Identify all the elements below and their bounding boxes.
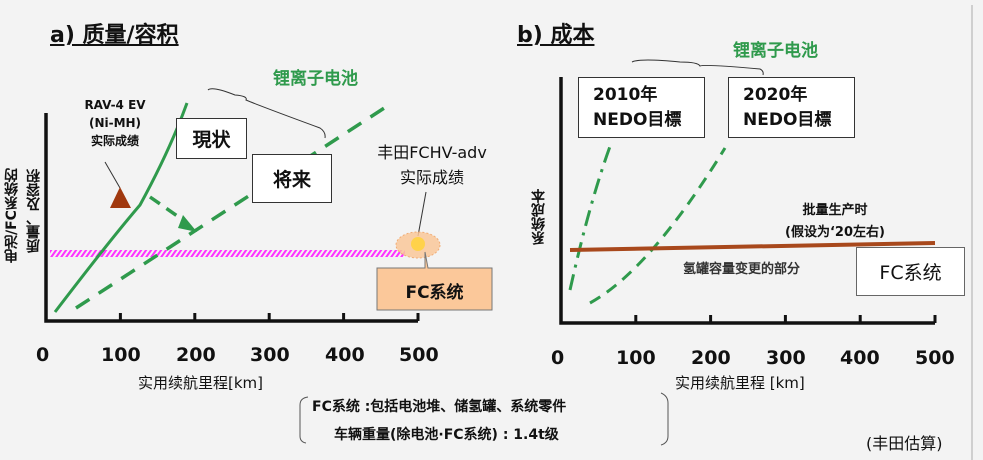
left-series-label: 锂离子电池	[273, 69, 358, 89]
right-x-tick: 100	[616, 347, 656, 369]
mass-production-label: 批量生产时 (假设为‘20左右)	[765, 200, 905, 244]
current-box: 現状	[176, 118, 247, 159]
left-x-tick: 400	[325, 344, 365, 366]
fchv-label-1: 丰田FCHV-adv	[377, 143, 487, 162]
li-ion-2010-line	[568, 140, 614, 291]
fchv-leader	[417, 191, 427, 237]
left-axes	[44, 113, 418, 323]
rav4-label: RAV-4 EV (Ni-MH) 实际成绩	[72, 96, 158, 150]
li-ion-current-line	[53, 102, 189, 313]
mass-production-line1: 批量生产时	[802, 203, 868, 218]
footnote-bracket-right	[660, 392, 669, 446]
left-title: a) 质量/容积	[50, 23, 179, 48]
footnote-line1: FC系统 :包括电池堆、储氢罐、系统零件	[312, 399, 567, 415]
source-note: (丰田估算)	[866, 434, 943, 453]
left-y-label-2: 质量、及容积	[26, 169, 42, 253]
li-ion-future-line	[75, 101, 393, 310]
rav-leader	[104, 161, 121, 189]
right-chart	[559, 59, 937, 325]
rav4-label-2: (Ni-MH)	[88, 116, 142, 130]
rav4-label-1: RAV-4 EV	[84, 98, 146, 112]
future-box: 将来	[252, 154, 332, 203]
box-2010-target: 2010年 NEDO目標	[578, 77, 705, 138]
fchv-label-2: 实际成绩	[399, 168, 464, 187]
li-ion-2020-line	[589, 147, 727, 305]
footnote-line2: 车辆重量(除电池·FC系统) : 1.4t级	[334, 427, 559, 443]
right-x-label: 实用续航里程 [km]	[675, 374, 805, 392]
right-x-tick: 200	[691, 347, 731, 369]
left-y-label-1: 电池/FC系统的	[4, 168, 20, 263]
brace-left	[207, 88, 326, 139]
right-x-tick: 500	[915, 347, 955, 369]
left-x-tick: 100	[101, 344, 141, 366]
left-chart	[44, 88, 493, 323]
fchv-label: 丰田FCHV-adv 实际成绩	[362, 140, 502, 190]
box-2010-line1: 2010年	[593, 84, 658, 105]
fc-system-cost-line	[569, 241, 936, 252]
tank-note: 氢罐容量变更的部分	[683, 262, 801, 277]
box-2020-line1: 2020年	[743, 84, 808, 105]
right-axes	[559, 77, 935, 325]
right-x-tick: 300	[766, 347, 806, 369]
fc-callout-label: FC系统	[405, 283, 464, 303]
left-x-tick: 0	[36, 344, 50, 366]
right-title: b) 成本	[517, 23, 595, 48]
left-x-label: 实用续航里程[km]	[138, 374, 264, 392]
footnote-bracket-left	[299, 396, 309, 444]
arrow-head	[178, 215, 197, 232]
left-x-tick: 500	[399, 344, 439, 366]
left-x-tick: 300	[250, 344, 290, 366]
right-y-label: 系统成本	[531, 189, 547, 245]
right-x-tick: 400	[840, 347, 880, 369]
box-2010-line2: NEDO目標	[593, 109, 682, 130]
brace-right	[631, 59, 764, 76]
fc-system-box: FC系统	[856, 247, 965, 296]
fc-callout	[376, 251, 493, 311]
right-x-tick: 0	[551, 347, 565, 369]
improvement-arrow	[149, 195, 187, 224]
box-2020-target: 2020年 NEDO目標	[728, 77, 855, 138]
rav4-marker	[110, 187, 131, 208]
box-2020-line2: NEDO目標	[743, 109, 832, 130]
mass-production-line2: (假设为‘20左右)	[785, 225, 885, 240]
rav4-label-3: 实际成绩	[90, 134, 139, 148]
fchv-marker-core	[411, 237, 425, 251]
right-series-label: 锂离子电池	[733, 41, 818, 61]
left-x-tick: 200	[176, 344, 216, 366]
fc-system-band	[50, 250, 405, 257]
